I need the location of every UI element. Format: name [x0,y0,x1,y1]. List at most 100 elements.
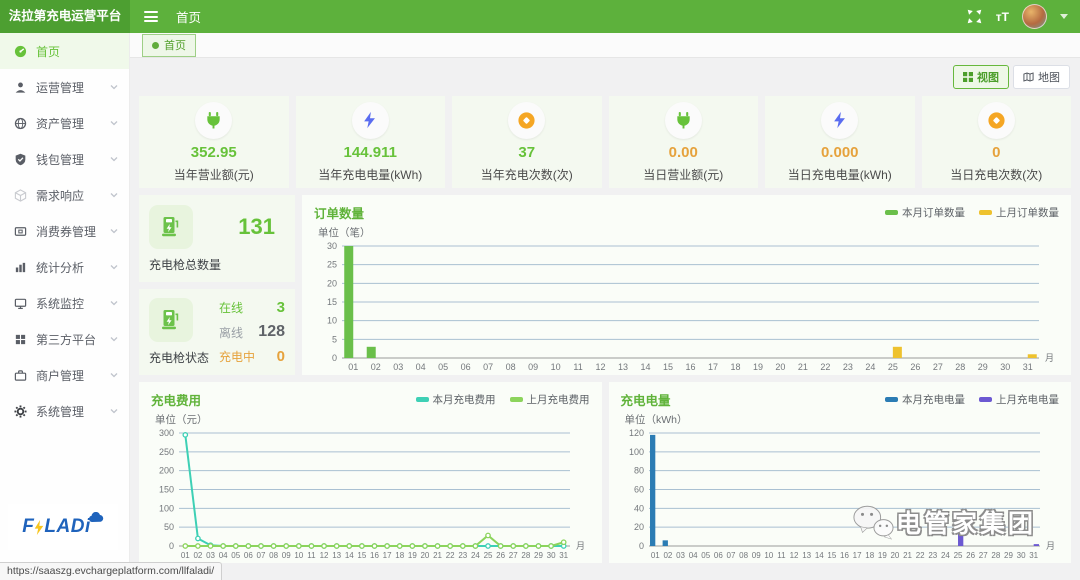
status-row-charging: 充电中 0 [219,348,285,365]
legend-item[interactable]: 本月充电电量 [885,392,965,407]
sidebar-item-home[interactable]: 首页 [0,33,129,69]
plug-icon [664,101,702,139]
status-row-offline: 离线 128 [219,323,285,340]
svg-text:05: 05 [701,551,710,560]
sidebar-item-monitoring[interactable]: 系统监控 [0,285,129,321]
faladi-logo: F LADi [8,504,118,550]
coin-icon [977,101,1015,139]
svg-text:27: 27 [509,551,518,560]
font-size-icon[interactable]: тT [995,9,1009,24]
plug-icon [195,101,233,139]
legend-item[interactable]: 上月订单数量 [979,205,1059,220]
stat-card-day-revenue: 0.00 当日营业额(元) [608,96,758,188]
sidebar-item-system[interactable]: 系统管理 [0,393,129,429]
sidebar-item-label: 资产管理 [36,116,85,131]
avatar[interactable] [1022,4,1047,29]
svg-text:06: 06 [244,551,253,560]
tab-bar: 首页 [130,33,1080,58]
sidebar-item-third-party[interactable]: 第三方平台 [0,321,129,357]
svg-text:20: 20 [327,278,337,288]
svg-text:29: 29 [978,362,988,372]
sidebar-item-coupons[interactable]: 消费券管理 [0,213,129,249]
sidebar-item-label: 需求响应 [36,188,85,203]
sidebar-item-statistics[interactable]: 统计分析 [0,249,129,285]
charging-pile-icon [149,205,193,249]
chevron-down-icon [110,229,118,234]
chart-title: 充电电量 [620,394,671,408]
legend-item[interactable]: 本月充电费用 [415,392,496,407]
logo-lightning-icon [35,519,44,535]
legend-item[interactable]: 上月充电电量 [979,392,1059,407]
chevron-down-icon [110,157,118,162]
svg-text:28: 28 [521,551,530,560]
svg-text:15: 15 [663,362,673,372]
header-nav-home[interactable]: 首页 [176,11,202,25]
sidebar-item-demand-response[interactable]: 需求响应 [0,177,129,213]
svg-text:24: 24 [471,551,480,560]
svg-text:25: 25 [953,551,962,560]
stat-label: 当年充电次数(次) [480,167,573,182]
caret-down-icon[interactable] [1060,14,1068,19]
chart-unit-label: 单位（元） [155,414,208,426]
stat-label: 当年充电电量(kWh) [318,167,423,182]
svg-text:12: 12 [320,551,329,560]
chart-title: 充电费用 [151,394,202,408]
svg-text:14: 14 [345,551,354,560]
menu-toggle-icon[interactable] [144,11,158,22]
gun-status-label: 充电枪状态 [149,351,210,365]
chevron-down-icon [110,337,118,342]
briefcase-icon [14,369,27,381]
fee-line-chart: 0 50 100 150 200 250 300 01 02 03 04 05 06 07 08 09 10 11… [145,427,596,566]
map-toggle-button[interactable]: 地图 [1013,65,1070,89]
grid-icon [15,334,26,344]
svg-text:15: 15 [827,551,836,560]
logo-cloud-icon [88,511,103,522]
svg-text:25: 25 [327,260,337,270]
svg-text:25: 25 [888,362,898,372]
tab-home[interactable]: 首页 [142,33,196,57]
sidebar-item-label: 系统监控 [36,296,85,311]
sidebar-item-label: 商户管理 [36,368,85,383]
svg-text:09: 09 [282,551,291,560]
sidebar-item-merchants[interactable]: 商户管理 [0,357,129,393]
gun-total-card: 131 充电枪总数量 [139,195,295,282]
svg-text:20: 20 [633,522,643,532]
gear-icon [14,404,27,418]
sidebar-item-assets[interactable]: 资产管理 [0,105,129,141]
home-dashboard-icon [14,45,27,57]
svg-text:30: 30 [1016,551,1025,560]
stat-card-year-sessions: 37 当年充电次数(次) [452,96,602,188]
svg-text:月: 月 [1045,353,1054,363]
chevron-down-icon [110,121,118,126]
stat-label: 当年营业额(元) [173,167,254,182]
stat-card-day-sessions: 0 当日充电次数(次) [921,96,1071,188]
svg-text:21: 21 [798,362,808,372]
svg-text:06: 06 [461,362,471,372]
svg-text:04: 04 [688,551,697,560]
svg-text:02: 02 [193,551,202,560]
svg-text:10: 10 [294,551,303,560]
stat-label: 当日充电次数(次) [950,167,1043,182]
legend-item[interactable]: 上月充电费用 [509,392,590,407]
svg-text:0: 0 [638,541,643,551]
gun-panels: 131 充电枪总数量 [139,195,295,375]
svg-text:20: 20 [775,362,785,372]
svg-text:0: 0 [332,353,337,363]
stat-card-year-revenue: 352.95 当年营业额(元) [139,96,289,188]
svg-text:31: 31 [1029,551,1038,560]
monitor-icon [14,298,27,309]
sidebar-item-wallet[interactable]: 钱包管理 [0,141,129,177]
sidebar-item-operations[interactable]: 运营管理 [0,69,129,105]
box-icon [14,188,27,202]
fullscreen-icon[interactable] [966,8,983,25]
view-toggle-button[interactable]: 视图 [953,65,1009,89]
lightning-icon [351,101,389,139]
chart-legend: 本月充电费用 上月充电费用 [415,392,590,407]
svg-text:22: 22 [820,362,830,372]
svg-text:07: 07 [257,551,266,560]
stat-value: 144.911 [343,143,397,161]
svg-text:23: 23 [928,551,937,560]
svg-text:18: 18 [395,551,404,560]
legend-item[interactable]: 本月订单数量 [885,205,965,220]
svg-text:02: 02 [663,551,672,560]
